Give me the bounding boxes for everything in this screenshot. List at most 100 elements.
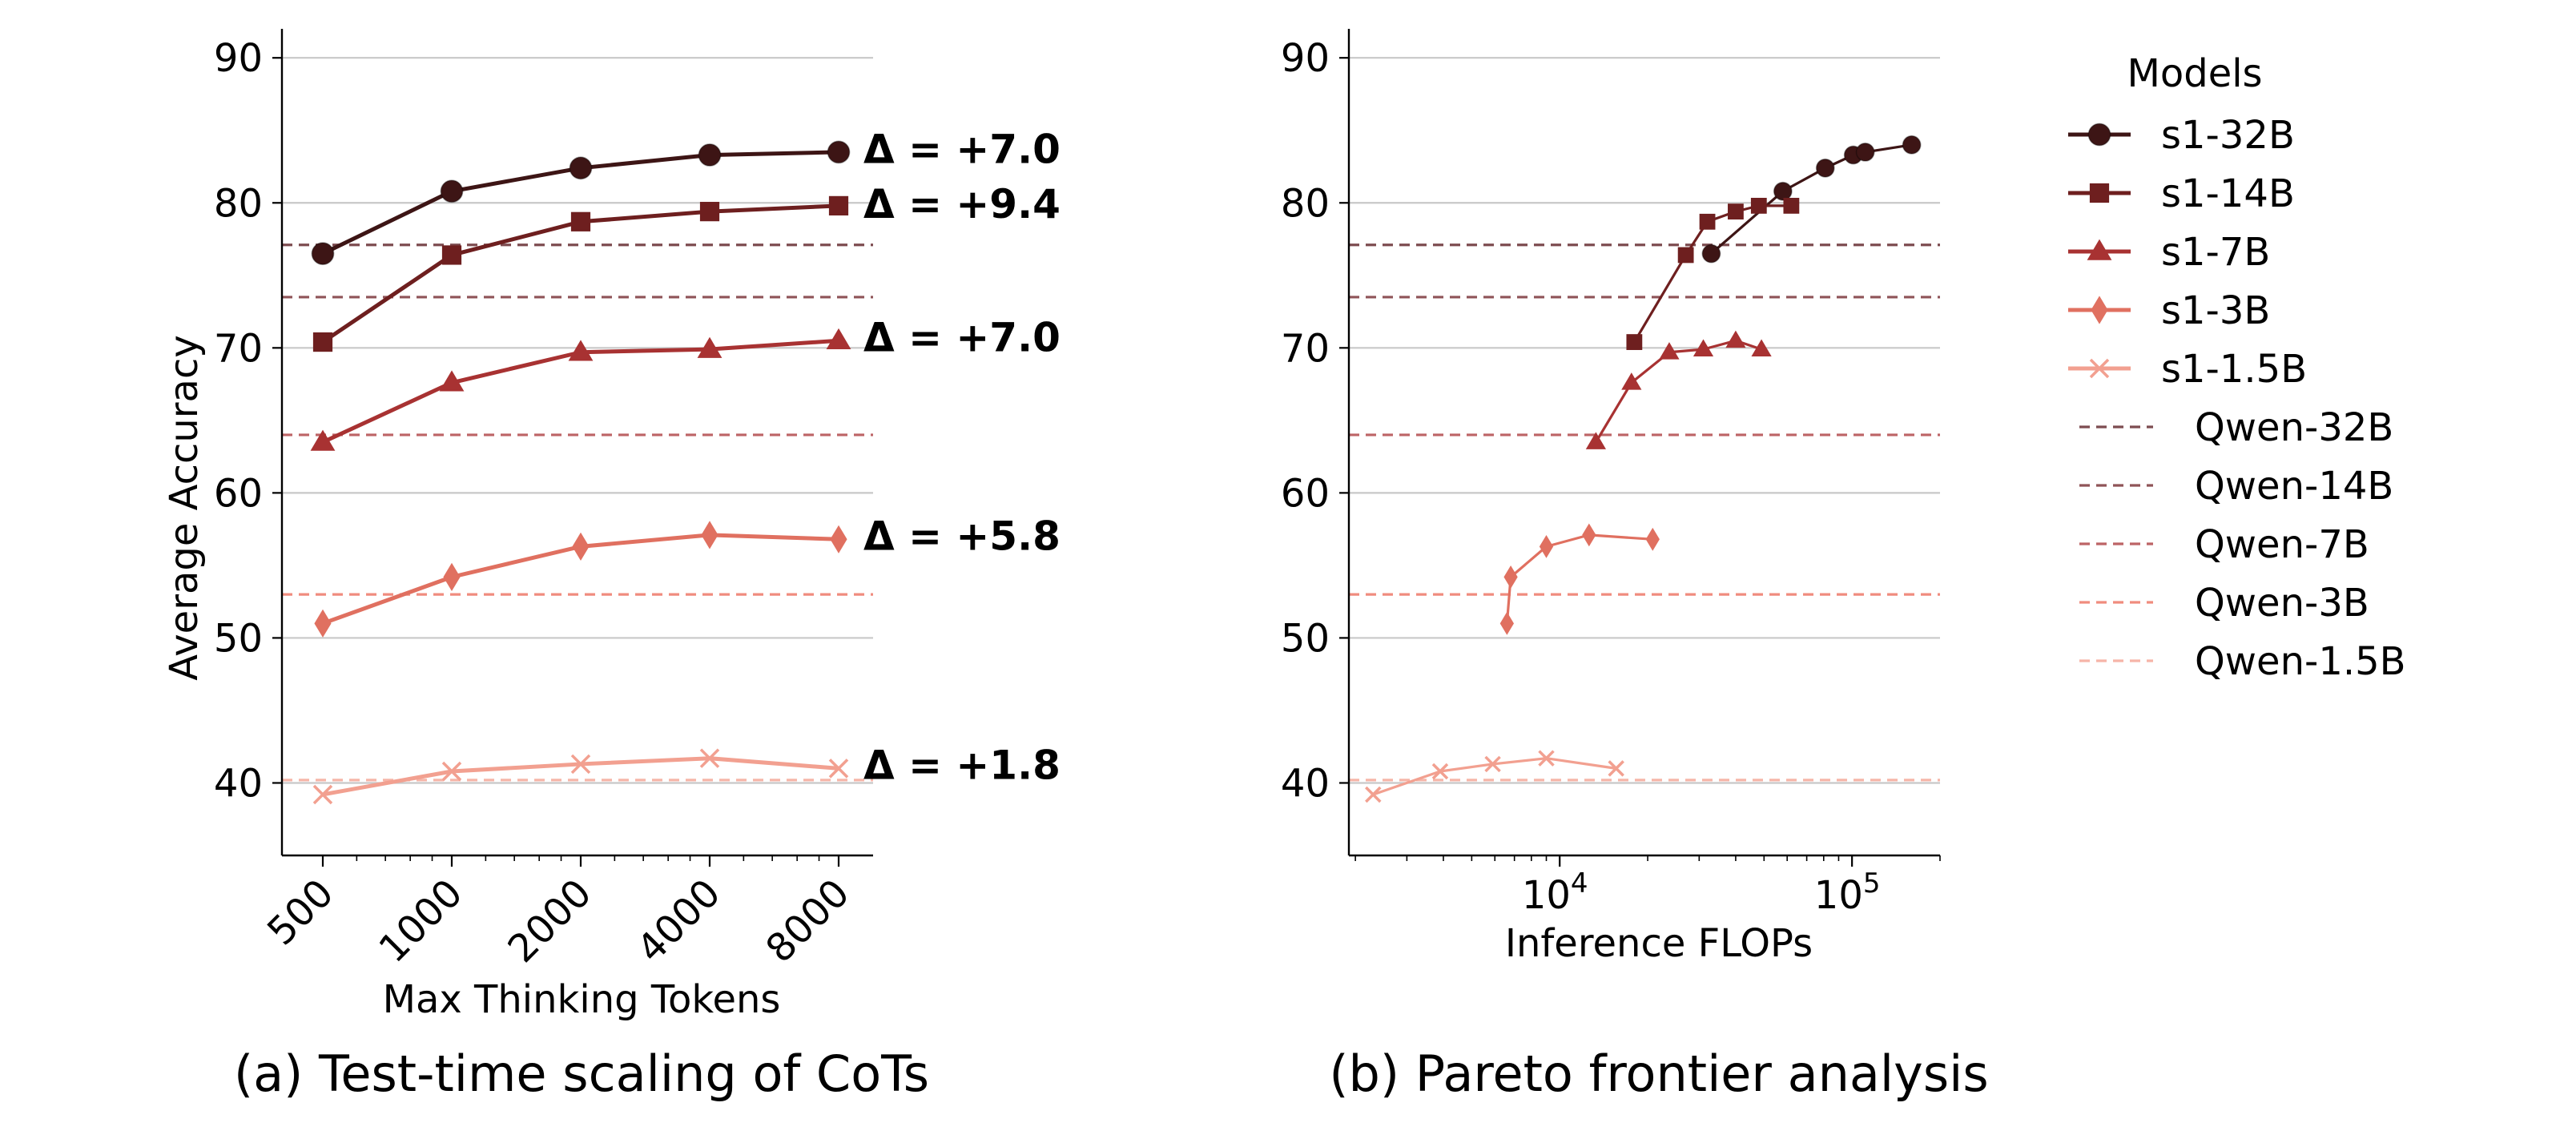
delta-annotation-s1-3b: Δ = +5.8: [863, 513, 1061, 560]
legend-label: Qwen-14B: [2195, 464, 2393, 509]
marker-s1-3b-3: [701, 521, 718, 549]
marker-s1-7b-2: [568, 340, 594, 361]
legend-entry-s1-1-5b: s1-1.5B: [2068, 347, 2307, 392]
marker-s1-1-5b-0: [1365, 786, 1382, 803]
marker-s1-7b-0: [310, 429, 336, 451]
legend-label: s1-32B: [2161, 113, 2295, 158]
marker-s1-14b-3: [1728, 203, 1744, 220]
marker-s1-1-5b-4: [828, 759, 849, 779]
legend-entry-qwen-3b: Qwen-3B: [2079, 581, 2369, 626]
panel-b-baselines: [1349, 243, 1940, 782]
y-tick-label-60: 60: [1281, 471, 1330, 516]
marker-s1-7b-5: [1751, 339, 1772, 356]
legend-label: Qwen-1.5B: [2195, 639, 2406, 684]
marker-s1-3b-0: [1499, 611, 1514, 635]
legend-entry-qwen-32b: Qwen-32B: [2079, 405, 2393, 450]
marker-s1-32b-0: [1701, 243, 1721, 264]
marker-s1-1-5b-1: [441, 761, 462, 782]
legend-marker-s1-7b: [2087, 239, 2112, 260]
marker-s1-7b-0: [1585, 432, 1607, 449]
x-tick-label-10000: 104: [1522, 867, 1588, 918]
legend-label: s1-1.5B: [2161, 347, 2307, 392]
marker-s1-1-5b-2: [570, 754, 591, 775]
legend-label: s1-7B: [2161, 230, 2270, 275]
panel-a-gridlines: [282, 57, 873, 784]
panel-a-baselines: [282, 243, 873, 782]
panel-a-series: [310, 140, 851, 805]
marker-s1-3b-0: [314, 609, 332, 638]
legend-entry-s1-7b: s1-7B: [2068, 230, 2270, 275]
marker-s1-3b-2: [572, 532, 590, 561]
tick-base: 10: [1814, 873, 1863, 918]
marker-s1-3b-1: [443, 562, 461, 591]
delta-annotation-s1-7b: Δ = +7.0: [863, 315, 1061, 361]
legend-entries: s1-32B s1-14B s1-7B s1-3B s1-1.5B Qwen-32B Qwe…: [2068, 113, 2406, 684]
marker-s1-1-5b-3: [1538, 750, 1555, 767]
marker-s1-7b-3: [1693, 339, 1714, 356]
tick-exponent: 4: [1571, 867, 1588, 899]
y-tick-label-60: 60: [214, 471, 263, 516]
marker-s1-32b-3: [698, 143, 722, 167]
marker-s1-1-5b-4: [1608, 760, 1624, 777]
delta-annotation-s1-1-5b: Δ = +1.8: [863, 743, 1061, 789]
marker-s1-14b-4: [1750, 197, 1767, 214]
y-tick-label-80: 80: [1281, 181, 1330, 226]
marker-s1-14b-2: [1699, 213, 1716, 230]
x-tick-label-8000: 8000: [758, 871, 859, 972]
legend-marker-s1-32b: [2087, 123, 2111, 147]
panel-a-ylabel: Average Accuracy: [162, 335, 207, 681]
x-tick-label-1000: 1000: [371, 871, 472, 972]
series-line-s1-7b: [1595, 339, 1762, 443]
panel-b-series: [1365, 135, 1922, 803]
marker-s1-14b-5: [1783, 197, 1800, 214]
delta-annotation-s1-14b: Δ = +9.4: [863, 181, 1061, 227]
marker-s1-7b-3: [697, 336, 722, 358]
legend: Models s1-32B s1-14B s1-7B s1-3B s1-1.5B Qwen…: [2068, 51, 2406, 684]
legend-label: s1-3B: [2161, 288, 2270, 333]
legend-entry-qwen-1-5b: Qwen-1.5B: [2079, 639, 2406, 684]
series-line-s1-32b: [1710, 143, 1912, 255]
y-tick-label-50: 50: [214, 616, 263, 661]
marker-s1-32b-4: [827, 140, 851, 164]
marker-s1-7b-1: [1621, 372, 1642, 390]
marker-s1-3b-4: [830, 525, 847, 553]
panel-a-test-time-scaling: 40 50 60 70 80 90 500 1000 2000 4000 8000 Δ = +7.0…: [162, 29, 1061, 1103]
marker-s1-14b-4: [828, 195, 849, 215]
marker-s1-1-5b-2: [1484, 755, 1501, 773]
marker-s1-14b-0: [1626, 334, 1643, 350]
legend-label: Qwen-32B: [2195, 405, 2393, 450]
y-tick-label-70: 70: [1281, 326, 1330, 371]
panel-b-caption: (b) Pareto frontier analysis: [1329, 1044, 1988, 1103]
y-tick-label-70: 70: [214, 326, 263, 371]
legend-entry-s1-14b: s1-14B: [2068, 171, 2295, 216]
legend-label: s1-14B: [2161, 171, 2295, 216]
y-tick-label-40: 40: [1281, 761, 1330, 806]
tick-exponent: 5: [1863, 867, 1881, 899]
legend-entry-s1-32b: s1-32B: [2068, 113, 2295, 158]
x-tick-label-2000: 2000: [500, 871, 601, 972]
panel-b-xlabel: Inference FLOPs: [1505, 921, 1813, 966]
marker-s1-14b-0: [312, 332, 333, 352]
y-tick-label-40: 40: [214, 761, 263, 806]
marker-s1-32b-4: [1855, 142, 1875, 162]
legend-title: Models: [2127, 51, 2262, 96]
marker-s1-7b-4: [826, 328, 851, 350]
marker-s1-14b-1: [441, 245, 462, 265]
x-tick-label-4000: 4000: [629, 871, 730, 972]
marker-s1-32b-0: [311, 242, 335, 266]
panel-a-xlabel: Max Thinking Tokens: [383, 977, 781, 1022]
marker-s1-14b-2: [570, 211, 591, 231]
marker-s1-3b-1: [1503, 565, 1518, 589]
marker-s1-32b-2: [569, 156, 593, 180]
y-tick-label-80: 80: [214, 181, 263, 226]
panel-a-caption: (a) Test-time scaling of CoTs: [234, 1044, 929, 1103]
panel-a-axes: 40 50 60 70 80 90 500 1000 2000 4000 8000: [214, 29, 873, 972]
legend-entry-qwen-14b: Qwen-14B: [2079, 464, 2393, 509]
x-tick-label-100000: 105: [1814, 867, 1881, 918]
marker-s1-14b-1: [1677, 247, 1694, 264]
legend-label: Qwen-7B: [2195, 522, 2369, 567]
legend-marker-s1-3b: [2091, 296, 2108, 324]
y-tick-label-90: 90: [214, 36, 263, 81]
panel-b-gridlines: [1349, 57, 1940, 784]
